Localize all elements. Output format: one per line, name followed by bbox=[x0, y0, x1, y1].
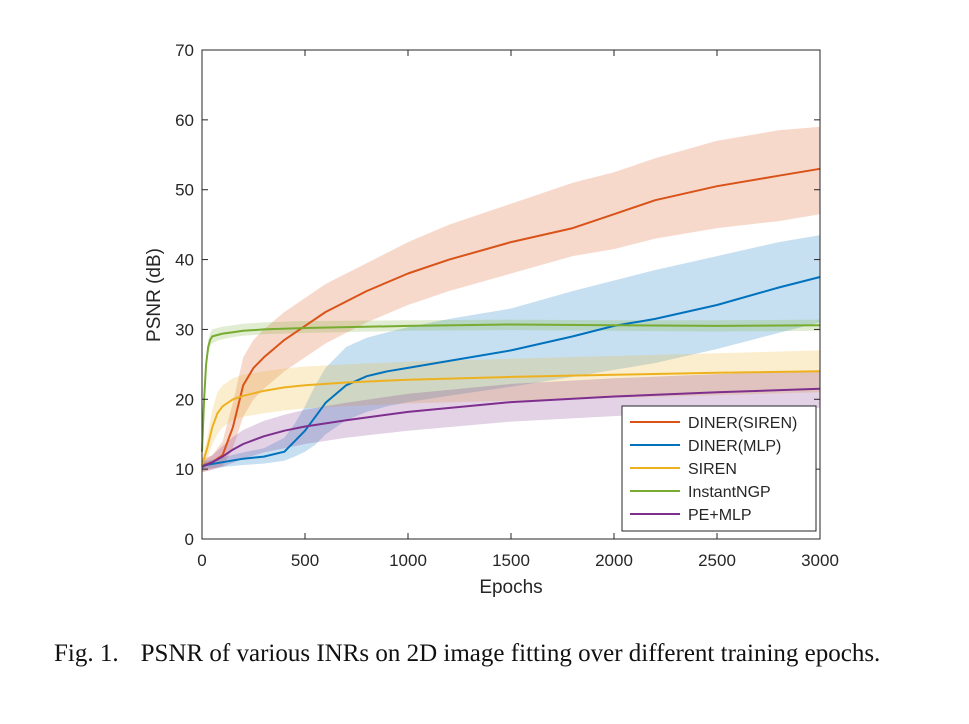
band-instantngp bbox=[202, 319, 820, 459]
line-diner-siren bbox=[201, 167, 821, 467]
line-pe-mlp bbox=[201, 387, 821, 468]
x-axis-label: Epochs bbox=[479, 577, 542, 598]
x-tick-label: 0 bbox=[197, 551, 206, 570]
y-tick-label: 10 bbox=[175, 460, 194, 479]
axes: 0 500 1000 1500 2000 2500 3000 0 10 20 30 40 50 60 70 bbox=[175, 41, 839, 570]
line-diner-mlp bbox=[201, 276, 821, 467]
y-tick-label: 20 bbox=[175, 390, 194, 409]
x-tick-label: 1500 bbox=[492, 551, 530, 570]
legend-label-diner-mlp: DINER(MLP) bbox=[688, 438, 781, 455]
x-tick-label: 2000 bbox=[595, 551, 633, 570]
figure-caption: Fig. 1. PSNR of various INRs on 2D image … bbox=[54, 638, 930, 670]
band-diner-mlp bbox=[202, 235, 820, 470]
legend-label-pe-mlp: PE+MLP bbox=[688, 507, 752, 524]
y-tick-label: 60 bbox=[175, 111, 194, 130]
caption-text: PSNR of various INRs on 2D image fitting… bbox=[140, 640, 881, 667]
legend-label-instantngp: InstantNGP bbox=[688, 484, 771, 501]
x-tick-label: 500 bbox=[291, 551, 319, 570]
line-siren bbox=[201, 370, 821, 466]
line-instantngp bbox=[201, 323, 821, 452]
y-tick-label: 30 bbox=[175, 320, 194, 339]
x-tick-label: 3000 bbox=[801, 551, 839, 570]
figure-number: Fig. 1. bbox=[54, 640, 119, 667]
x-tick-label: 1000 bbox=[389, 551, 427, 570]
y-tick-label: 50 bbox=[175, 181, 194, 200]
y-tick-label: 40 bbox=[175, 251, 194, 270]
y-tick-label: 0 bbox=[185, 530, 194, 549]
legend: DINER(SIREN) DINER(MLP) SIREN InstantNGP PE+… bbox=[621, 405, 817, 532]
x-tick-label: 2500 bbox=[698, 551, 736, 570]
y-axis-label: PSNR (dB) bbox=[144, 248, 165, 342]
legend-label-siren: SIREN bbox=[688, 461, 737, 478]
psnr-chart: 0 500 1000 1500 2000 2500 3000010203040506070 … bbox=[144, 41, 839, 598]
legend-label-diner-siren: DINER(SIREN) bbox=[688, 415, 797, 432]
band-diner-siren bbox=[202, 126, 820, 473]
series-lines bbox=[201, 167, 821, 468]
y-tick-label: 70 bbox=[175, 41, 194, 60]
band-pe-mlp bbox=[202, 371, 820, 472]
